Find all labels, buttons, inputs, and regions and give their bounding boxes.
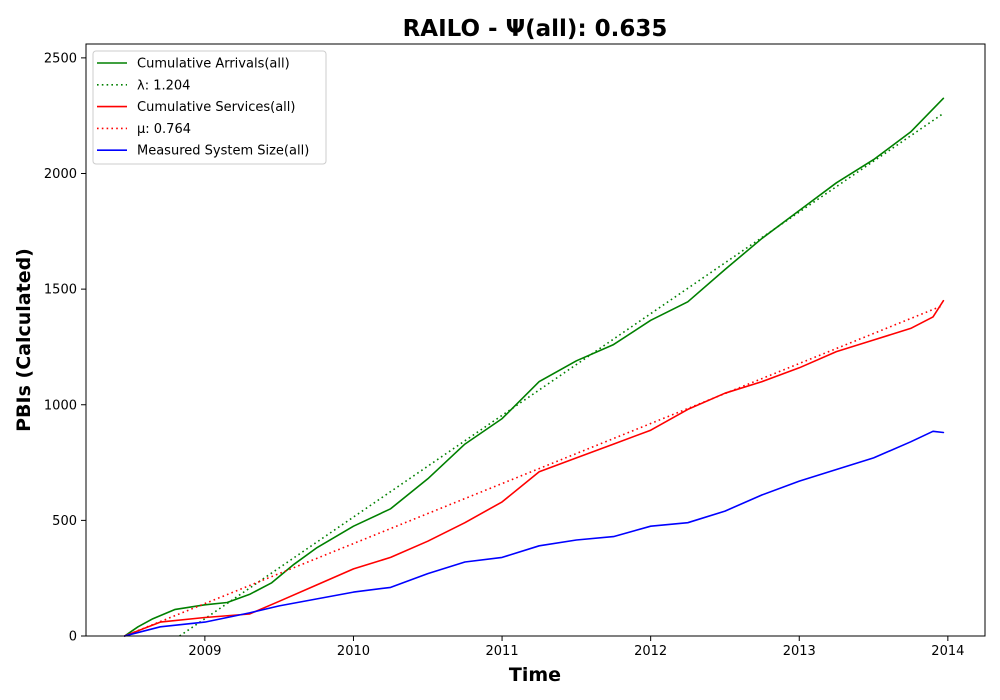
series-line-4 <box>123 430 945 637</box>
legend-label: Cumulative Services(all) <box>137 100 295 115</box>
legend-label: λ: 1.204 <box>137 78 190 93</box>
legend-label: Cumulative Arrivals(all) <box>137 57 290 72</box>
series-line-2 <box>123 299 945 637</box>
plot-series <box>123 97 945 637</box>
x-tick-label: 2009 <box>188 644 221 659</box>
y-tick-label: 2000 <box>44 167 77 182</box>
plot-area-frame <box>85 43 986 637</box>
legend: Cumulative Arrivals(all) λ: 1.204 Cumulati… <box>92 50 327 165</box>
series-line-0 <box>123 97 945 637</box>
y-tick-label: 1000 <box>44 398 77 413</box>
x-tick-label: 2013 <box>783 644 816 659</box>
y-tick-label: 500 <box>52 514 77 529</box>
x-tick-label: 2014 <box>931 644 964 659</box>
x-tick-label: 2010 <box>337 644 370 659</box>
y-tick-label: 0 <box>69 630 77 645</box>
series-line-3 <box>124 304 944 637</box>
legend-label: Measured System Size(all) <box>137 144 309 159</box>
x-tick-label: 2012 <box>634 644 667 659</box>
legend-box <box>92 50 327 165</box>
axes-ticks: 2009 2010 2011 2012 2013 2014 0 500 1000 1500 2000… <box>44 51 964 659</box>
series-line-1 <box>179 112 944 637</box>
x-axis-label: Time <box>509 664 561 686</box>
x-tick-label: 2011 <box>486 644 519 659</box>
y-tick-label: 2500 <box>44 51 77 66</box>
y-tick-label: 1500 <box>44 283 77 298</box>
legend-label: μ: 0.764 <box>137 122 191 137</box>
y-axis-label: PBIs (Calculated) <box>13 248 35 432</box>
chart-title: RAILO - Ψ(all): 0.635 <box>403 16 668 42</box>
